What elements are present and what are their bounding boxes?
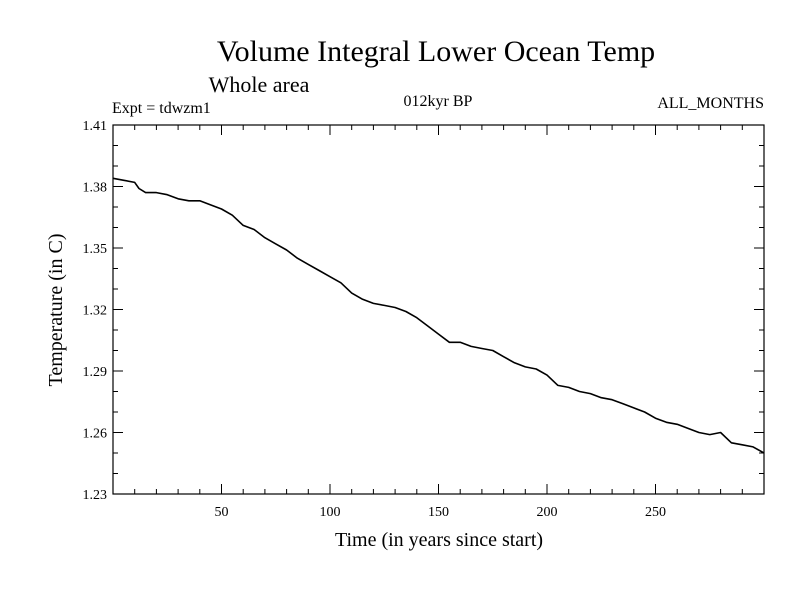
x-axis-ticks xyxy=(134,125,743,494)
temperature-series-line xyxy=(112,177,765,454)
y-axis-tick-labels: 1.23 1.26 1.29 1.32 1.35 1.38 1.41 xyxy=(83,119,108,503)
y-axis-label: Temperature (in C) xyxy=(45,234,67,387)
y-tick-label: 1.35 xyxy=(83,242,108,257)
plot-frame xyxy=(112,124,765,495)
y-tick-label: 1.32 xyxy=(83,304,108,319)
y-tick-label: 1.38 xyxy=(83,181,108,196)
x-tick-label: 250 xyxy=(645,505,666,520)
x-tick-label: 50 xyxy=(215,505,229,520)
y-tick-label: 1.29 xyxy=(83,365,108,380)
chart-subtitle: Whole area xyxy=(209,72,310,97)
months-label: ALL_MONTHS xyxy=(657,95,764,112)
chart-title: Volume Integral Lower Ocean Temp xyxy=(217,35,655,68)
x-axis-label: Time (in years since start) xyxy=(335,529,543,551)
x-axis-tick-labels: 50 100 150 200 250 xyxy=(215,505,667,520)
y-tick-label: 1.41 xyxy=(83,119,108,134)
experiment-label: Expt = tdwzm1 xyxy=(112,100,211,117)
y-tick-label: 1.26 xyxy=(83,427,108,442)
y-tick-label: 1.23 xyxy=(83,488,108,503)
x-tick-label: 100 xyxy=(320,505,341,520)
x-tick-label: 150 xyxy=(428,505,449,520)
period-label: 012kyr BP xyxy=(404,93,473,110)
x-tick-label: 200 xyxy=(537,505,558,520)
y-axis-ticks xyxy=(113,124,764,495)
